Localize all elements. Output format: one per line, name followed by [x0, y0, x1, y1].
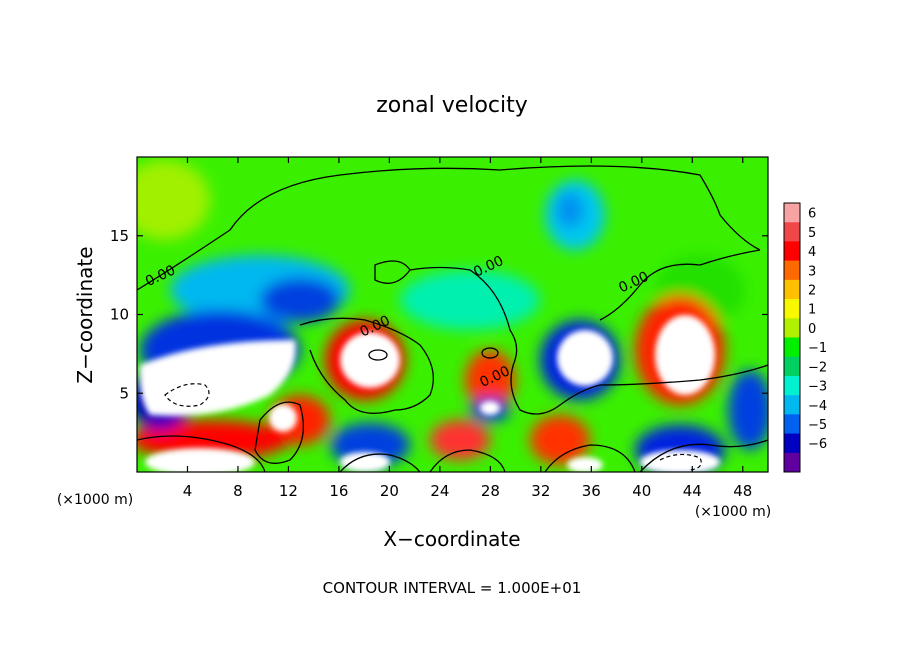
y-tick-label: 15	[110, 227, 129, 245]
y-tick-label: 10	[110, 306, 129, 324]
colorbar-swatch	[784, 337, 800, 358]
colorbar-swatch	[784, 299, 800, 319]
colorbar-swatch	[784, 356, 800, 377]
colorbar-swatch	[784, 452, 800, 473]
colorbar-tick-label: 3	[808, 264, 816, 279]
x-tick-label: 32	[531, 482, 550, 500]
x-tick-label: 24	[430, 482, 449, 500]
x-tick-label: 28	[481, 482, 500, 500]
footer-text: CONTOUR INTERVAL = 1.000E+01	[323, 579, 582, 597]
colorbar-tick-label: −5	[808, 418, 827, 433]
colorbar-swatch	[784, 203, 800, 223]
colorbar-tick-label: 5	[808, 226, 816, 241]
colorbar-tick-label: −4	[808, 399, 827, 414]
x-axis-label: X−coordinate	[383, 527, 520, 551]
colorbar-swatch	[784, 260, 800, 281]
colorbar: 6 5 4 3 2 1 0 −1 −2 −3 −4 −5 −6	[783, 202, 827, 473]
colorbar-swatch	[784, 222, 800, 242]
colorbar-swatch	[784, 318, 800, 338]
colorbar-tick-label: −6	[808, 437, 827, 452]
heatmap-field	[137, 157, 768, 472]
x-tick-label: 4	[183, 482, 193, 500]
x-unit-label-right: (×1000 m)	[695, 504, 771, 520]
colorbar-tick-label: 0	[808, 322, 816, 337]
x-tick-label: 48	[733, 482, 752, 500]
x-tick-label: 16	[329, 482, 348, 500]
y-axis: 5 10 15	[110, 227, 768, 402]
colorbar-tick-label: 1	[808, 303, 816, 318]
colorbar-swatch	[784, 279, 800, 300]
x-axis: 4 8 12 16 20 24 28 32 36 40 44 48	[183, 157, 752, 500]
x-tick-label: 12	[279, 482, 298, 500]
x-tick-label: 40	[632, 482, 651, 500]
colorbar-tick-label: 2	[808, 283, 816, 298]
y-axis-label: Z−coordinate	[73, 246, 97, 383]
colorbar-swatch	[784, 241, 800, 261]
x-tick-label: 20	[380, 482, 399, 500]
x-unit-label-left: (×1000 m)	[57, 492, 133, 508]
colorbar-tick-label: 4	[808, 245, 816, 260]
x-tick-label: 44	[683, 482, 702, 500]
colorbar-tick-label: −2	[808, 360, 827, 375]
x-tick-label: 8	[233, 482, 243, 500]
colorbar-tick-label: −3	[808, 380, 827, 395]
colorbar-tick-label: −1	[808, 341, 827, 356]
colorbar-tick-label: 6	[808, 207, 816, 222]
y-tick-label: 5	[119, 384, 129, 402]
x-tick-label: 36	[582, 482, 601, 500]
colorbar-frame	[783, 202, 801, 473]
colorbar-swatch	[784, 375, 800, 396]
colorbar-swatch	[784, 395, 800, 415]
colorbar-swatch	[784, 433, 800, 454]
chart-title: zonal velocity	[376, 93, 528, 118]
colorbar-swatch	[784, 414, 800, 434]
